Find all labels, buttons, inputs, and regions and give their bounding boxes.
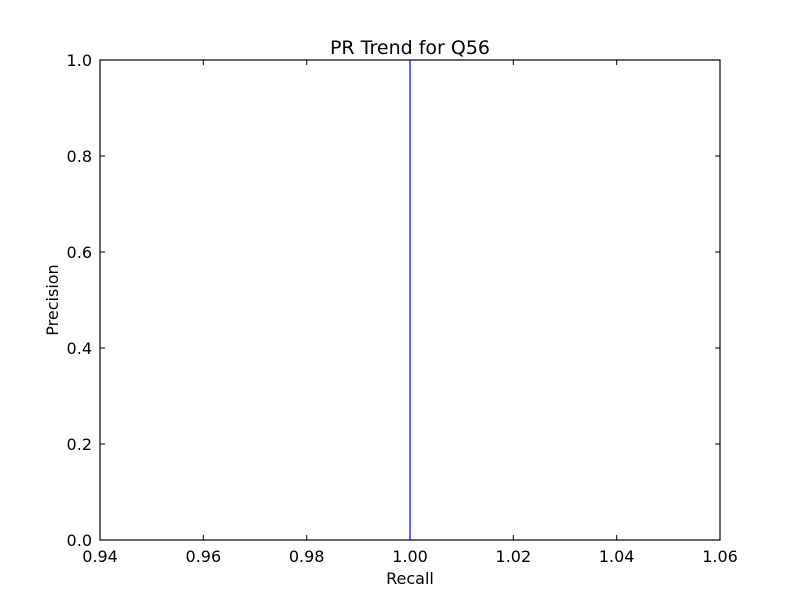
y-tick-label: 0.2: [67, 435, 92, 454]
x-tick-label: 1.02: [496, 547, 532, 566]
y-tick-label: 1.0: [67, 51, 92, 70]
x-tick-label: 0.94: [82, 547, 118, 566]
y-tick-label: 0.6: [67, 243, 92, 262]
x-tick-label: 0.98: [289, 547, 325, 566]
x-axis-label: Recall: [386, 569, 434, 588]
y-tick-label: 0.8: [67, 147, 92, 166]
x-tick-label: 1.00: [392, 547, 428, 566]
x-tick-label: 0.96: [186, 547, 222, 566]
x-tick-label: 1.06: [702, 547, 738, 566]
plot-frame: [99, 59, 721, 541]
y-tick-label: 0.4: [67, 339, 92, 358]
y-axis-label: Precision: [43, 264, 62, 335]
y-tick-label: 0.0: [67, 531, 92, 550]
chart-title: PR Trend for Q56: [330, 37, 490, 59]
plot-area: 0.94 0.96 0.98 1.00 1.02 1.04 1.06 0.0 0.2 0.4 0.6…: [67, 51, 738, 566]
x-tick-label: 1.04: [599, 547, 635, 566]
